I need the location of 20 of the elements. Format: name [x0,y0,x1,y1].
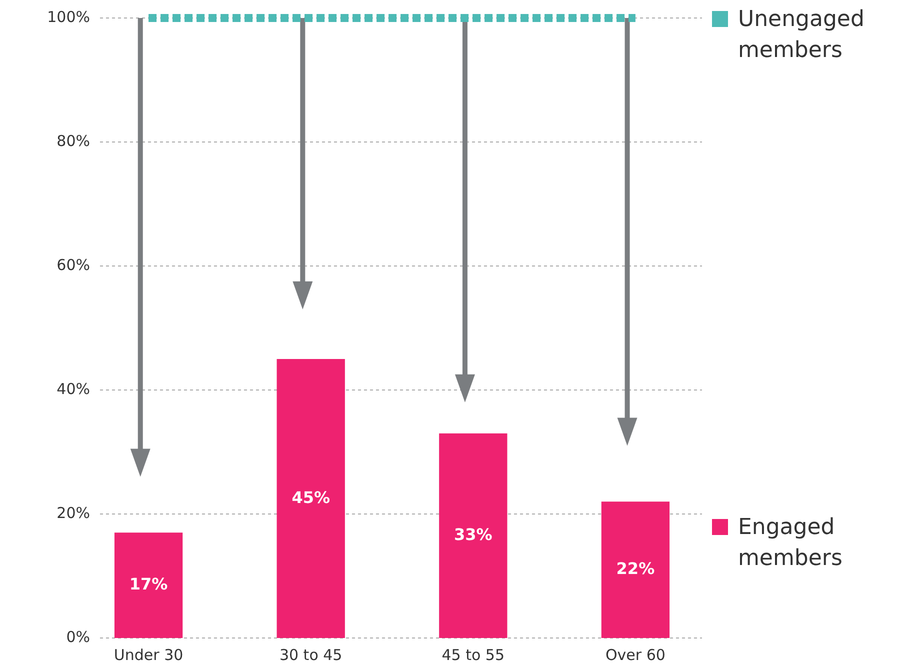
x-tick-label: Over 60 [605,646,666,664]
bar [439,433,508,638]
legend-label: Engaged members [738,515,842,571]
data-label: 45% [292,488,330,507]
x-tick-label: 45 to 55 [442,646,505,664]
y-tick-label: 100% [47,8,90,26]
y-tick-label: 20% [56,504,90,522]
y-tick-label: 0% [66,628,90,646]
data-label: 22% [616,559,655,578]
bar [276,359,345,638]
data-label: 17% [129,574,168,594]
y-tick-label: 80% [56,132,90,150]
y-tick-label: 60% [56,256,90,274]
x-tick-label: Under 30 [114,646,184,664]
data-label: 33% [454,525,492,544]
legend-label: Unengaged members [738,7,864,63]
bar [114,532,183,638]
x-tick-label: 30 to 45 [279,646,342,664]
bar [601,502,670,638]
y-tick-label: 40% [56,380,90,398]
